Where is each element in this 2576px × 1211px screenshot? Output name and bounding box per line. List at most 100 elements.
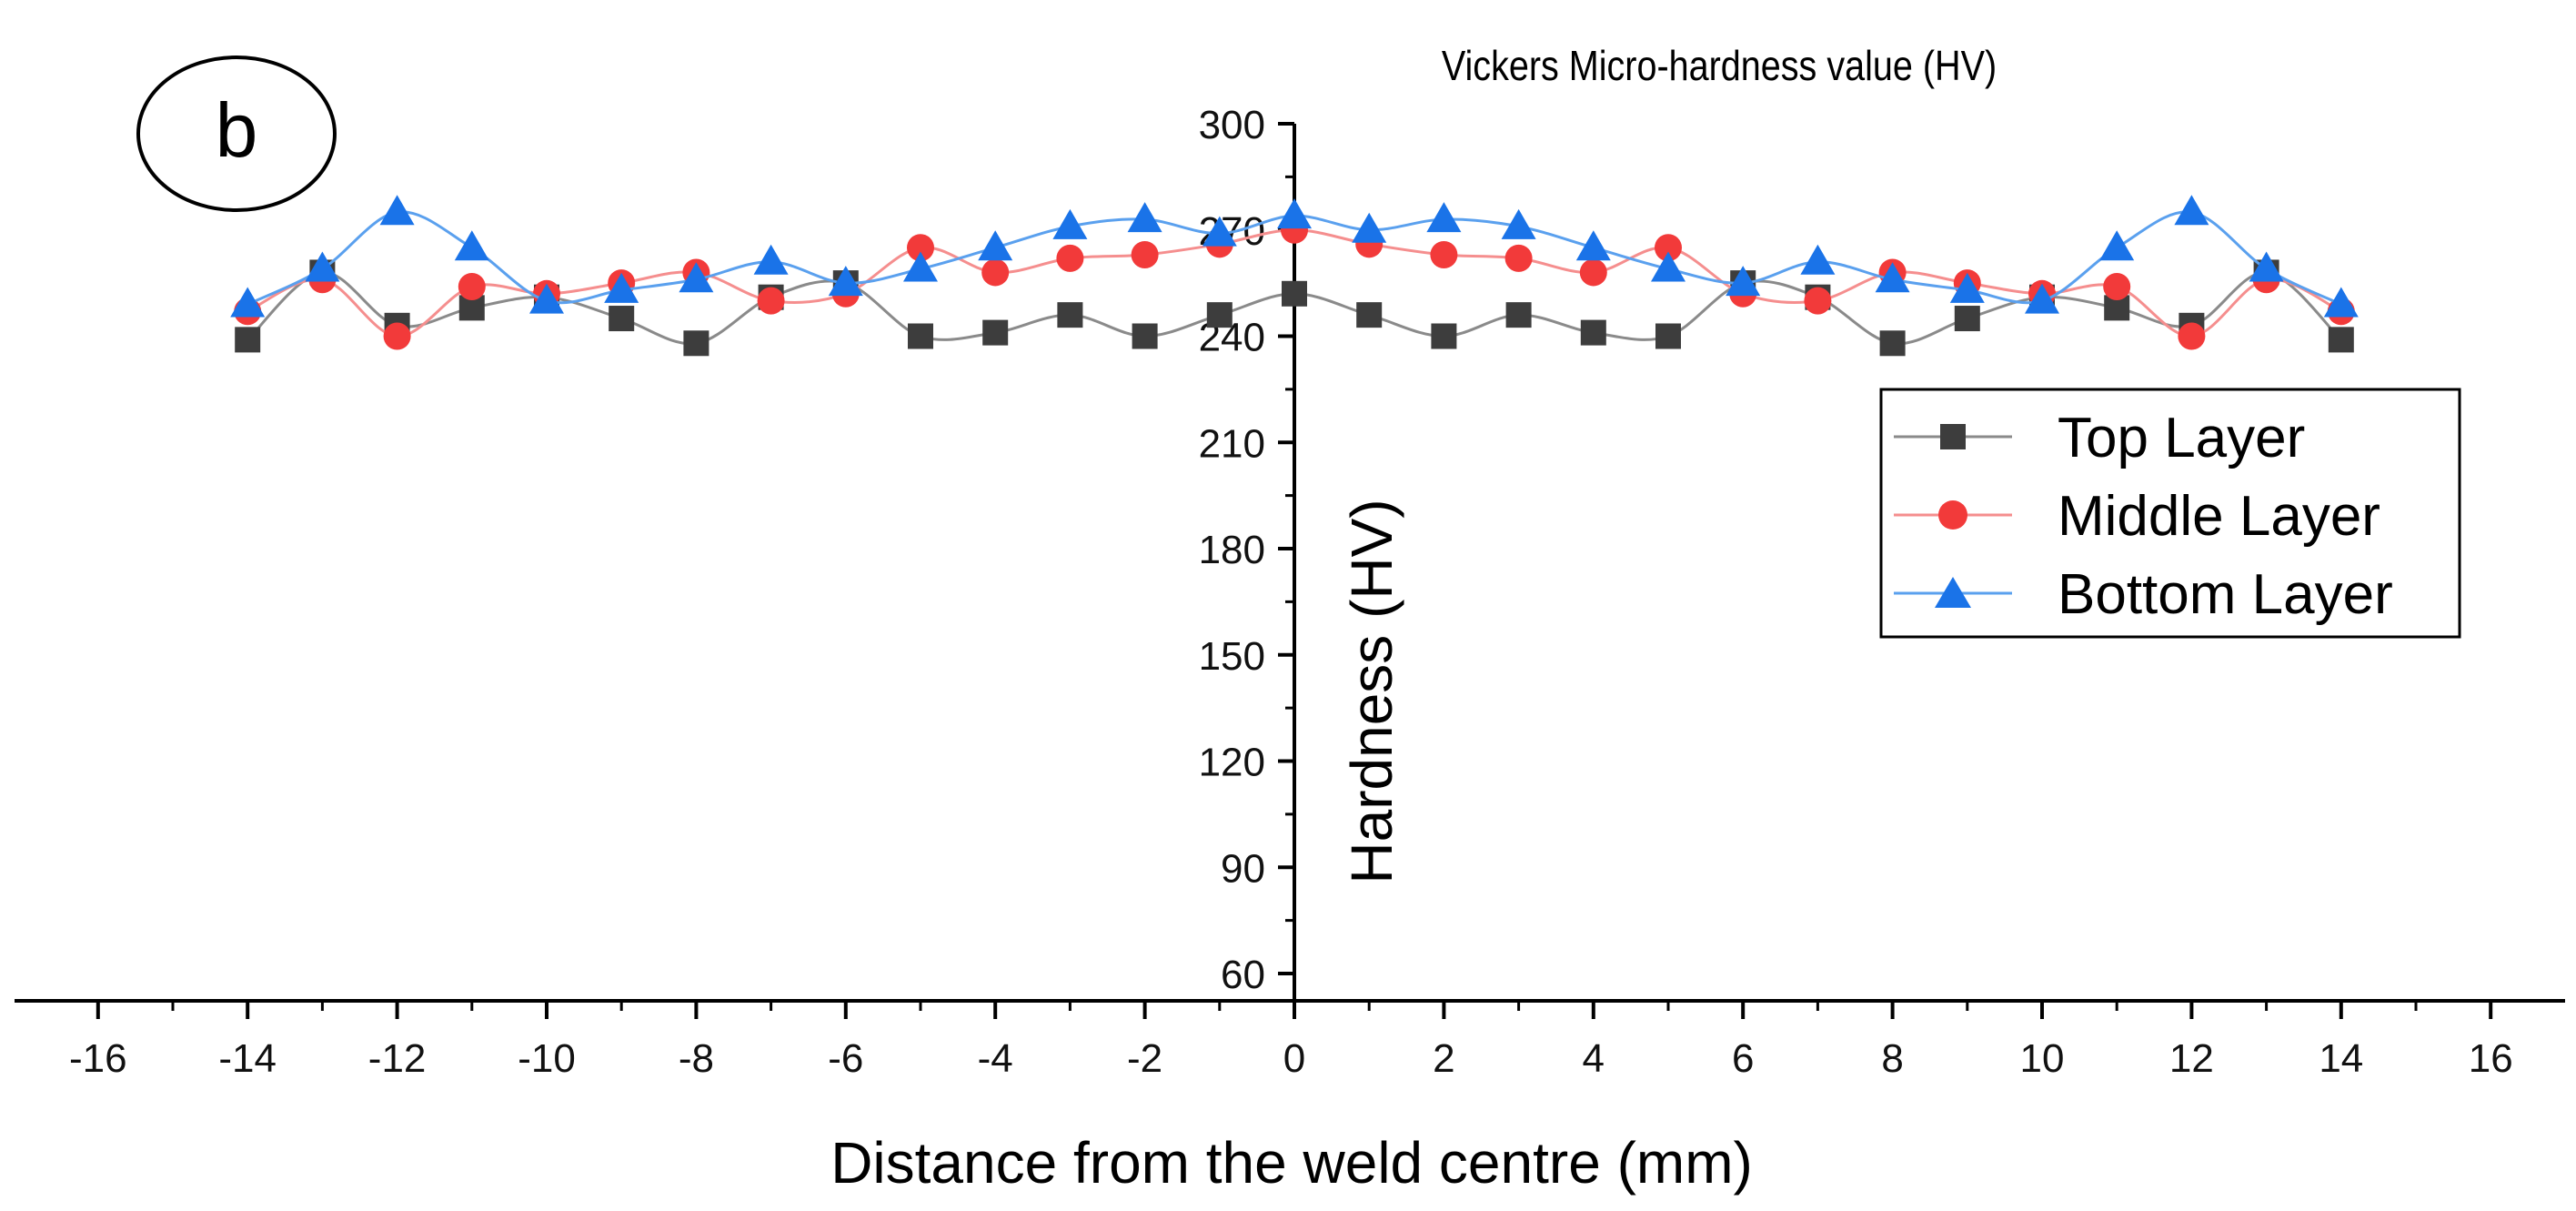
x-tick-label: -2 [1127,1036,1162,1081]
legend-marker-middle-layer [1938,500,1967,530]
data-point-middle-layer [2103,273,2131,301]
y-tick-label: 150 [1199,634,1265,679]
data-point-middle-layer [757,287,785,315]
data-point-bottom-layer [903,251,938,282]
legend-box [1879,388,2461,639]
y-tick-label: 210 [1199,421,1265,466]
y-tick-label: 300 [1199,103,1265,147]
y-tick-label: 180 [1199,528,1265,572]
data-point-bottom-layer [1949,272,1985,303]
data-point-top-layer [1580,319,1606,346]
data-point-middle-layer [1131,240,1159,268]
x-tick-label: -6 [828,1036,863,1081]
x-ticks: -16 -14 -12 -10 -8 -6 -4 -2 0 2 4 6 8 10 12 14 16 [69,1001,2513,1081]
legend-label-middle-layer: Middle Layer [2058,485,2380,548]
data-point-bottom-layer [978,230,1013,261]
data-point-bottom-layer [1277,198,1312,229]
x-tick-label: 2 [1433,1036,1454,1081]
data-point-bottom-layer [679,262,714,293]
data-point-top-layer [1879,330,1906,357]
legend: Top Layer Middle Layer Bottom Layer [1879,388,2461,639]
data-point-bottom-layer [2174,195,2209,226]
data-point-bottom-layer [1575,230,1611,261]
data-point-middle-layer [1056,244,1084,272]
data-point-bottom-layer [2025,283,2059,314]
data-point-top-layer [2328,327,2354,353]
panel-label: b [216,87,258,173]
data-point-bottom-layer [1875,262,1910,293]
x-tick-label: -14 [218,1036,277,1081]
data-point-bottom-layer [1501,208,1536,239]
legend-label-top-layer: Top Layer [2058,407,2305,469]
data-point-top-layer [235,327,261,353]
legend-label-bottom-layer: Bottom Layer [2058,563,2393,626]
legend-marker-top-layer [1940,424,1966,449]
x-tick-label: -12 [368,1036,427,1081]
data-point-top-layer [683,330,709,357]
data-point-top-layer [1206,302,1233,328]
data-point-bottom-layer [2099,230,2135,261]
x-tick-label: 16 [2469,1036,2513,1081]
data-point-top-layer [1431,323,1457,349]
data-point-bottom-layer [1127,202,1162,233]
data-point-middle-layer [1430,240,1458,268]
x-tick-label: 6 [1732,1036,1754,1081]
data-point-middle-layer [1655,234,1682,262]
y-tick-label: 60 [1221,953,1265,997]
x-tick-label: 14 [2319,1036,2363,1081]
data-point-middle-layer [458,273,486,301]
data-point-bottom-layer [2323,287,2359,318]
data-point-bottom-layer [753,244,789,275]
data-point-bottom-layer [1726,266,1761,297]
y-tick-label: 120 [1199,741,1265,785]
data-point-top-layer [982,319,1009,346]
data-point-top-layer [1356,302,1383,328]
data-point-middle-layer [1504,244,1533,272]
data-point-bottom-layer [1426,202,1462,233]
chart-title: Vickers Micro-hardness value (HV) [1442,43,1997,89]
legend-item-middle-layer: Middle Layer [1894,485,2380,548]
x-tick-label: 10 [2020,1036,2065,1081]
x-tick-label: -10 [518,1036,576,1081]
data-point-bottom-layer [604,272,639,303]
series-layer [230,195,2359,357]
x-tick-label: 8 [1881,1036,1903,1081]
y-axis-title: Hardness (HV) [1339,499,1404,883]
data-point-top-layer [1132,323,1158,349]
data-point-bottom-layer [529,283,564,314]
x-axis-title: Distance from the weld centre (mm) [830,1130,1753,1196]
data-point-bottom-layer [379,195,415,226]
x-tick-label: 0 [1283,1036,1305,1081]
data-point-bottom-layer [1352,212,1387,243]
data-point-middle-layer [981,258,1010,287]
x-tick-label: -8 [679,1036,714,1081]
x-tick-label: -4 [978,1036,1013,1081]
y-tick-label: 90 [1221,846,1265,891]
data-point-top-layer [1655,323,1681,349]
x-tick-label: -16 [69,1036,127,1081]
data-point-middle-layer [383,322,411,350]
data-point-top-layer [1505,302,1532,328]
data-point-middle-layer [1804,287,1832,315]
data-point-middle-layer [1579,258,1607,287]
data-point-bottom-layer [1202,216,1237,247]
data-point-bottom-layer [454,230,489,261]
legend-item-bottom-layer: Bottom Layer [1894,563,2393,626]
data-point-top-layer [609,306,635,332]
data-point-bottom-layer [230,287,266,318]
data-point-top-layer [1282,280,1307,307]
x-tick-label: 12 [2169,1036,2214,1081]
data-point-top-layer [1057,302,1083,328]
data-point-bottom-layer [1800,244,1836,275]
data-point-bottom-layer [305,251,340,282]
data-point-top-layer [1954,306,1980,332]
data-point-middle-layer [2178,322,2206,350]
data-point-bottom-layer [2249,251,2284,282]
data-point-top-layer [908,323,933,349]
data-point-bottom-layer [828,266,863,297]
legend-marker-bottom-layer [1935,577,1971,608]
panel-label-circle [136,56,337,212]
data-point-bottom-layer [1651,251,1685,282]
